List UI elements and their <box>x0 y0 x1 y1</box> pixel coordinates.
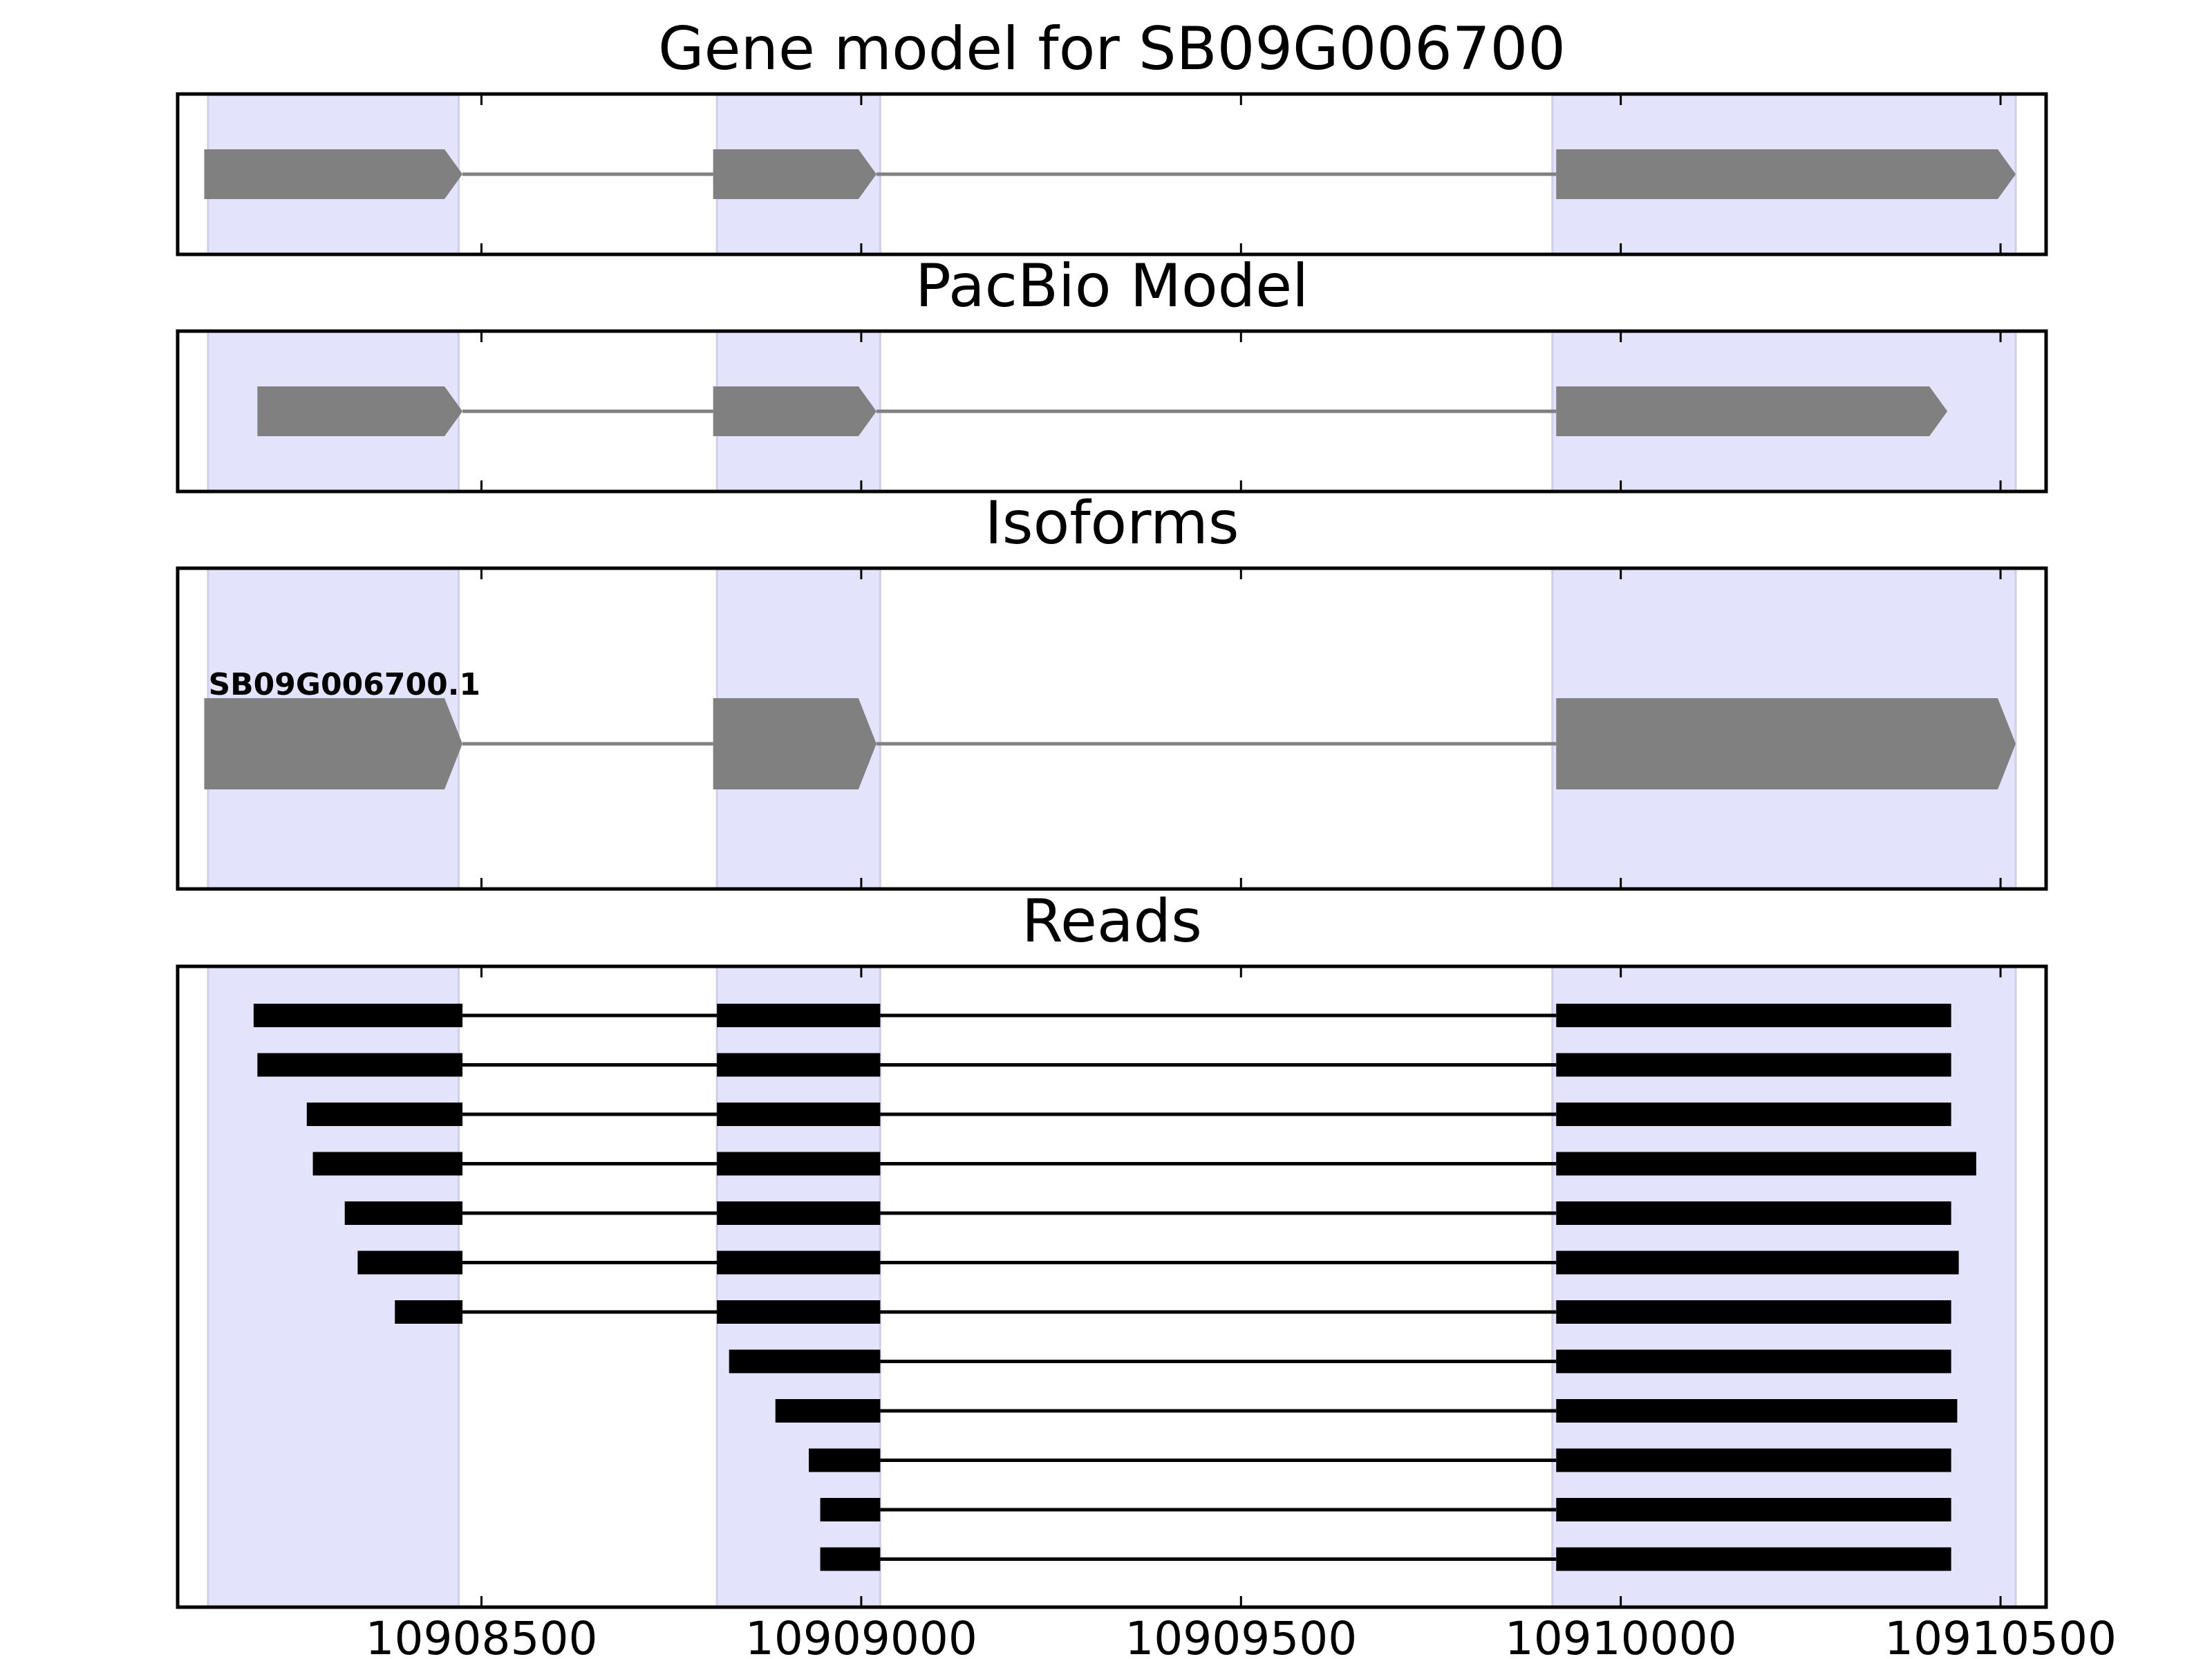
panel-title: Isoforms <box>984 489 1239 558</box>
panel-4: Reads <box>176 887 2048 1609</box>
exon <box>1556 386 1948 436</box>
read-block <box>1556 1547 1951 1571</box>
read-block <box>257 1053 463 1077</box>
panel-2: PacBio Model <box>176 252 2048 494</box>
exon <box>1556 149 2016 199</box>
read-block <box>1556 1152 1976 1176</box>
read-block <box>717 1201 881 1225</box>
read-row <box>729 1349 1951 1374</box>
exon <box>1556 698 2016 789</box>
exon <box>204 149 463 199</box>
gene-feature <box>204 149 2016 199</box>
read-block <box>1556 1201 1951 1225</box>
exon <box>257 386 463 436</box>
read-block <box>809 1448 881 1472</box>
read-block <box>729 1349 881 1374</box>
read-block <box>253 1004 463 1027</box>
read-block <box>1556 1300 1951 1324</box>
read-block <box>1556 1498 1951 1521</box>
read-block <box>717 1152 881 1176</box>
read-block <box>717 1053 881 1077</box>
read-block <box>717 1103 881 1126</box>
read-block <box>1556 1399 1958 1423</box>
read-block <box>312 1152 463 1176</box>
exon <box>713 149 877 199</box>
exon <box>204 698 463 789</box>
read-block <box>395 1300 463 1324</box>
read-row <box>253 1004 1951 1027</box>
gene-feature: SB09G006700.1 <box>204 667 2016 789</box>
read-block <box>1556 1250 1959 1275</box>
read-row <box>306 1103 1951 1126</box>
panel-frame <box>176 92 2048 256</box>
read-block <box>717 1250 881 1275</box>
read-row <box>820 1547 1951 1571</box>
read-block <box>1556 1448 1951 1472</box>
x-tick-label: 10910500 <box>1884 1612 2117 1659</box>
read-row <box>344 1201 1951 1225</box>
read-row <box>257 1053 1951 1077</box>
panel-frame <box>176 566 2048 891</box>
read-block <box>357 1250 463 1275</box>
read-block <box>306 1103 463 1126</box>
panel-title: Gene model for SB09G006700 <box>658 15 1566 84</box>
isoform-label: SB09G006700.1 <box>208 667 480 702</box>
read-row <box>357 1250 1959 1275</box>
read-block <box>820 1547 881 1571</box>
read-row <box>312 1152 1976 1176</box>
read-row <box>809 1448 1951 1472</box>
panel-1: Gene model for SB09G006700 <box>176 15 2048 256</box>
read-block <box>344 1201 463 1225</box>
panel-3: Isoforms SB09G006700.1 <box>176 489 2048 891</box>
panel-title: PacBio Model <box>915 252 1309 321</box>
panel-frame <box>176 329 2048 494</box>
read-row <box>395 1300 1951 1324</box>
x-tick-label: 10909500 <box>1125 1612 1357 1659</box>
read-block <box>1556 1053 1951 1077</box>
read-block <box>1556 1004 1951 1027</box>
read-row <box>775 1399 1958 1423</box>
panel-frame <box>176 964 2048 1609</box>
x-tick-label: 10908500 <box>366 1612 598 1659</box>
read-block <box>775 1399 881 1423</box>
exon <box>713 386 877 436</box>
read-block <box>1556 1103 1951 1126</box>
read-block <box>1556 1349 1951 1374</box>
read-block <box>717 1300 881 1324</box>
exon <box>713 698 877 789</box>
gene-feature <box>257 386 1948 436</box>
x-tick-label: 10909000 <box>745 1612 977 1659</box>
panel-title: Reads <box>1022 887 1202 956</box>
x-tick-label: 10910000 <box>1505 1612 1737 1659</box>
read-block <box>717 1004 881 1027</box>
read-row <box>820 1498 1951 1521</box>
read-block <box>820 1498 881 1521</box>
